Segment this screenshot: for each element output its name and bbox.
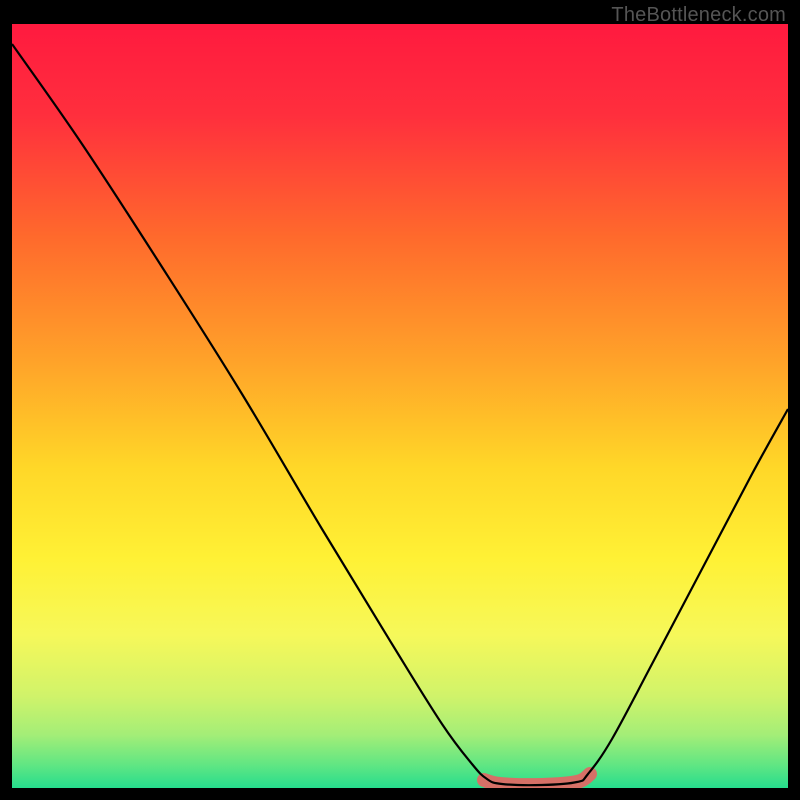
heat-gradient xyxy=(12,24,788,788)
chart-frame: TheBottleneck.com xyxy=(0,0,800,800)
plot-svg xyxy=(12,24,788,788)
plot-area xyxy=(12,24,788,788)
